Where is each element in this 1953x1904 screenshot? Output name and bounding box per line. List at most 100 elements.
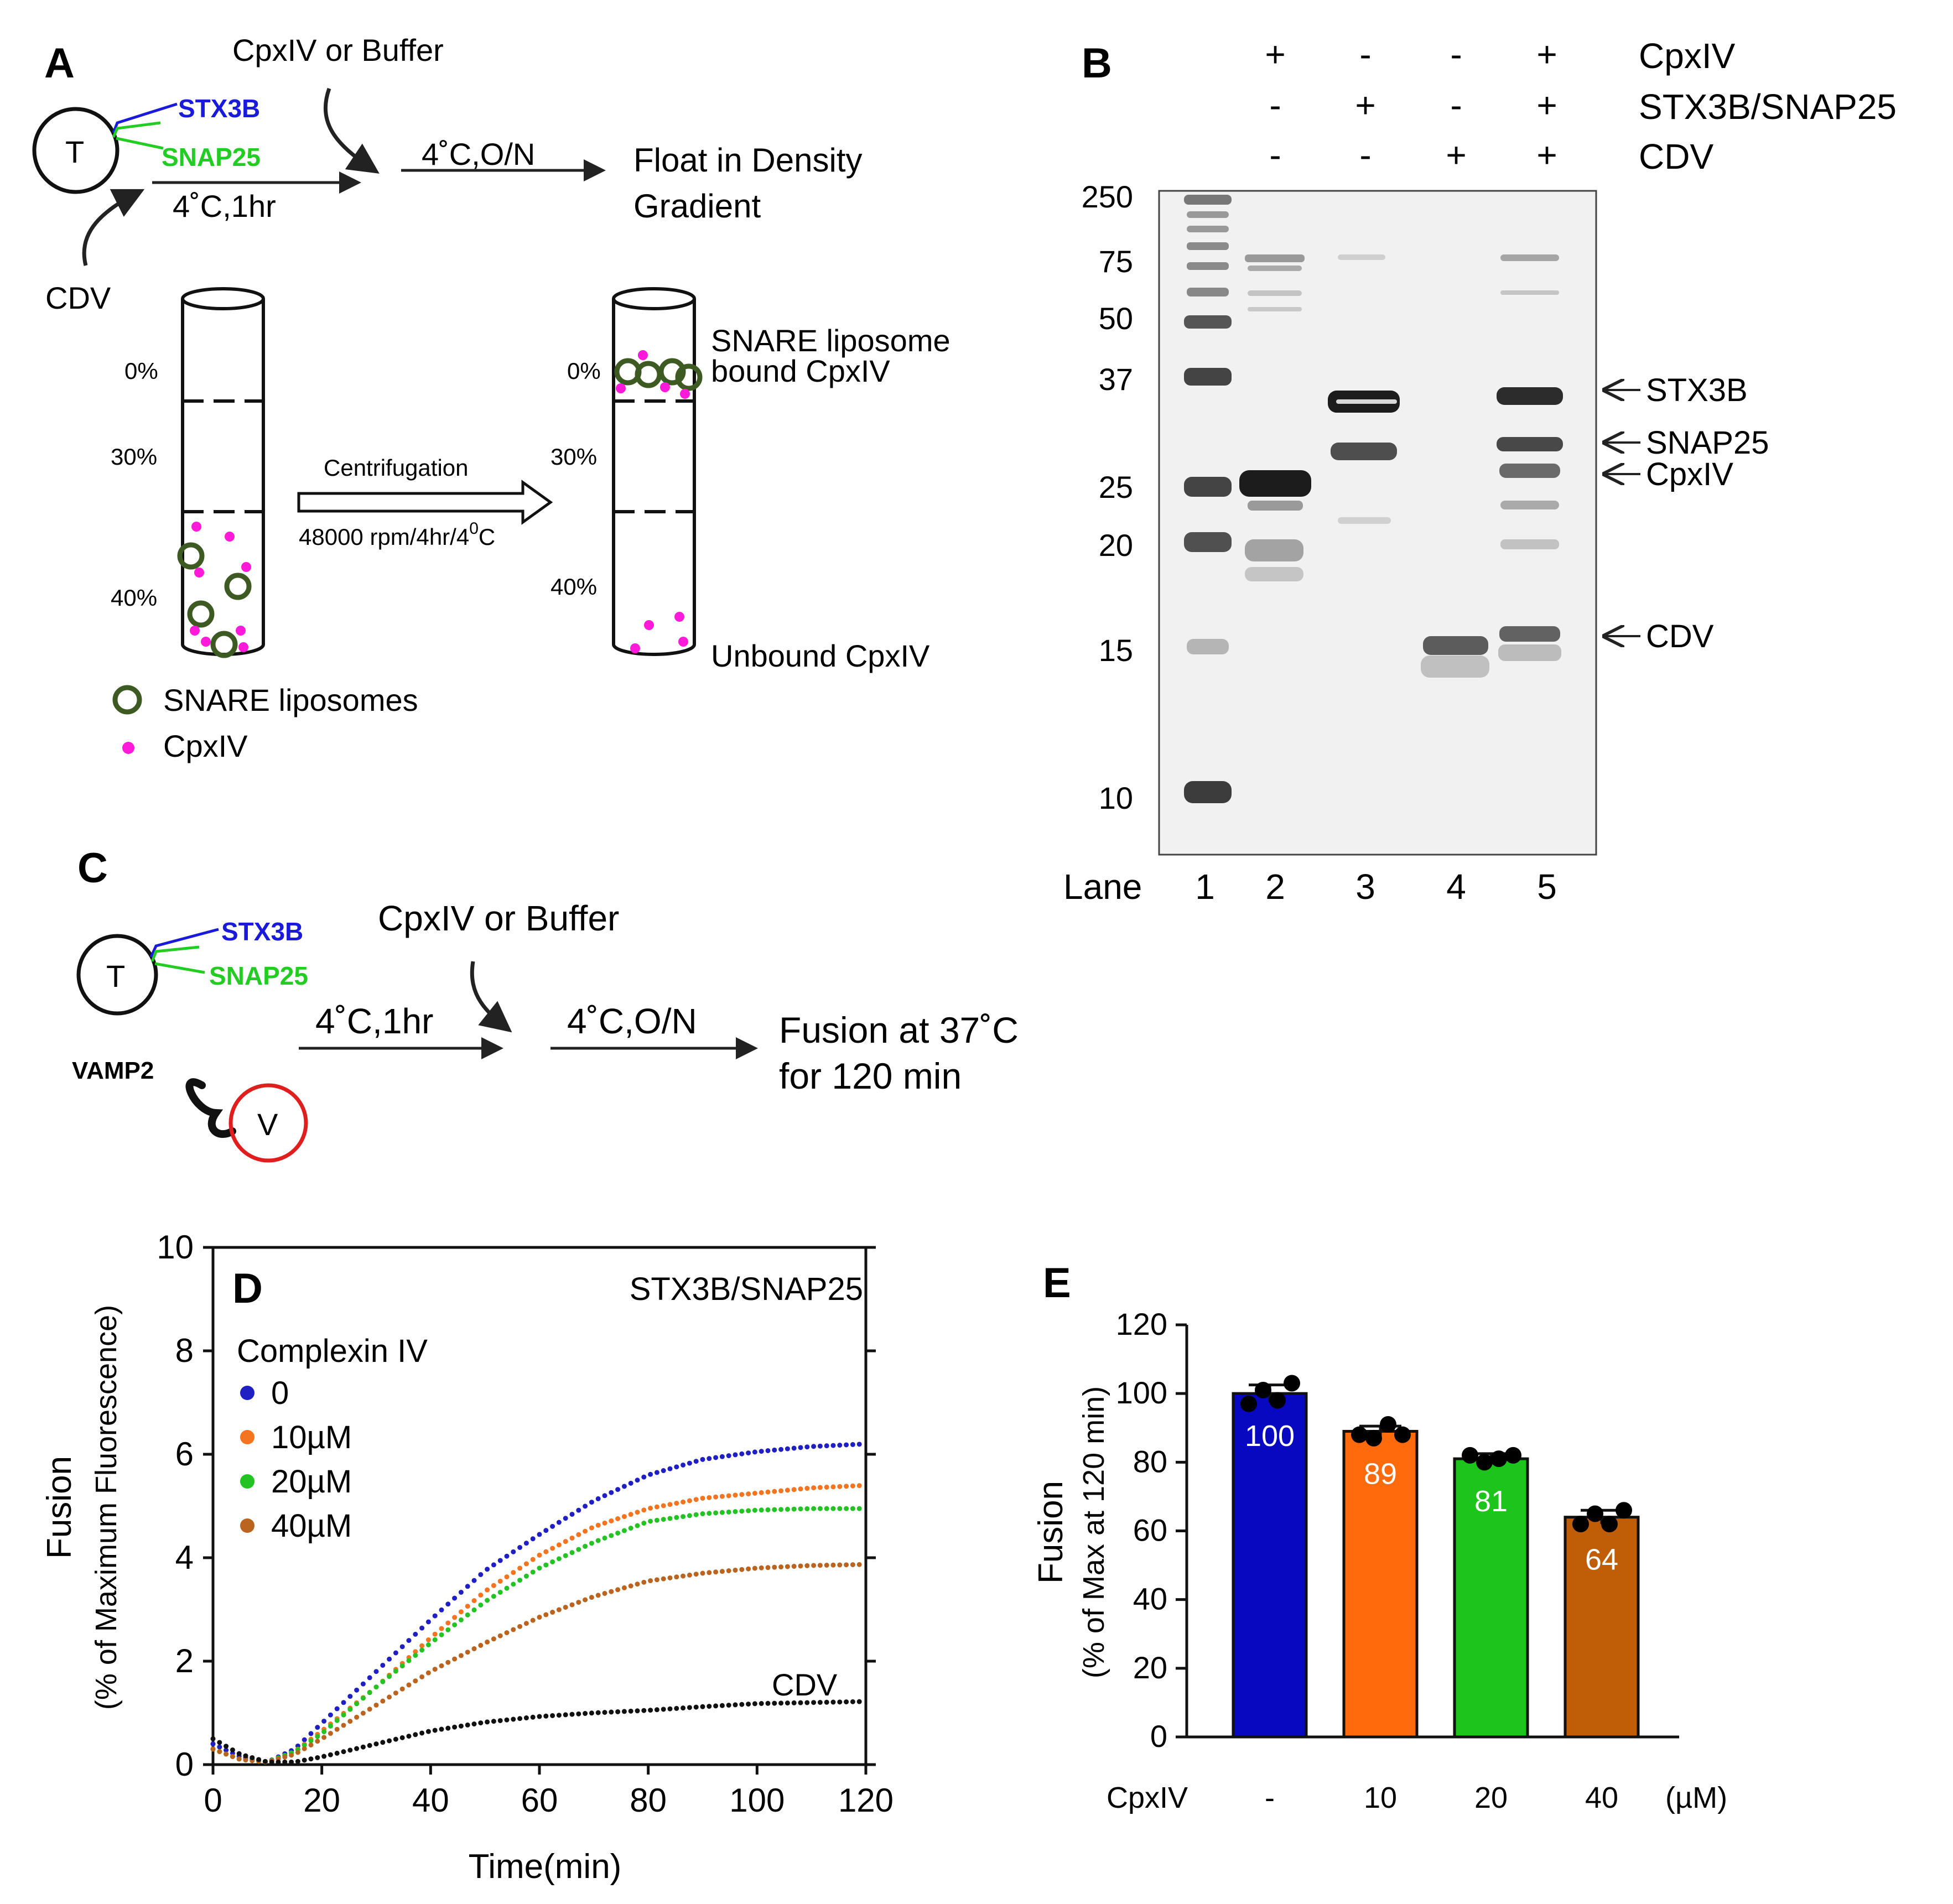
data-point — [817, 1485, 823, 1490]
data-point — [406, 1734, 412, 1739]
data-point — [687, 1572, 692, 1578]
data-point — [556, 1607, 562, 1612]
marker-75: 75 — [1099, 244, 1133, 279]
band-label-cpxiv: CpxIV — [1646, 456, 1733, 492]
data-point — [236, 1756, 242, 1762]
data-point — [563, 1605, 568, 1610]
data-point — [497, 1578, 503, 1584]
data-point — [445, 1660, 451, 1665]
data-point — [856, 1506, 862, 1511]
data-point — [648, 1471, 653, 1477]
data-point — [641, 1474, 647, 1480]
d-xtick-label-0: 0 — [204, 1782, 222, 1819]
snap25-label: SNAP25 — [162, 143, 261, 171]
data-point — [713, 1510, 719, 1516]
marker-50: 50 — [1099, 301, 1133, 336]
data-point — [772, 1700, 777, 1706]
data-point — [334, 1718, 340, 1723]
data-point — [341, 1749, 346, 1755]
data-point — [504, 1717, 510, 1723]
data-point — [399, 1735, 405, 1740]
data-point — [693, 1704, 699, 1710]
data-point — [471, 1607, 477, 1612]
data-point — [850, 1699, 855, 1704]
data-point — [347, 1694, 353, 1699]
vamp2-line — [185, 1078, 236, 1138]
d-plot-frame — [211, 1246, 868, 1766]
marker-15: 15 — [1099, 633, 1133, 668]
data-point — [830, 1506, 836, 1511]
right-tube-30-percent: 30% — [550, 444, 597, 470]
data-point — [380, 1740, 386, 1745]
data-point — [641, 1521, 647, 1526]
data-point — [726, 1703, 731, 1708]
data-point — [752, 1449, 757, 1455]
e-category-label-3: 40 — [1585, 1781, 1618, 1814]
data-point — [308, 1742, 314, 1747]
data-point — [517, 1624, 523, 1629]
data-point — [373, 1669, 379, 1674]
v-vesicle-icon — [228, 1083, 308, 1163]
data-point — [289, 1759, 294, 1765]
data-point — [856, 1442, 862, 1447]
step1-label: 4˚C,1hr — [173, 189, 276, 223]
data-point — [739, 1451, 745, 1456]
unbound-label: Unbound CpxIV — [711, 638, 930, 673]
data-point — [707, 1456, 712, 1461]
series-3 — [210, 1562, 862, 1765]
data-point — [615, 1516, 621, 1522]
sign-row1-lane5: + — [1536, 85, 1557, 125]
data-point — [707, 1570, 712, 1575]
panel-e: E 0 20 40 60 80 100 120 100 - 89 10 81 20 64 40 Fusio… — [1032, 1260, 1727, 1814]
lane-5-label: 5 — [1537, 867, 1557, 907]
data-point — [295, 1759, 300, 1764]
data-point — [432, 1728, 438, 1733]
panel-b-label: B — [1082, 40, 1112, 87]
cpxiv-add-arrow — [323, 87, 380, 174]
data-point — [713, 1494, 719, 1500]
data-point — [739, 1702, 745, 1707]
series-2 — [210, 1506, 862, 1765]
data-point — [739, 1508, 745, 1514]
data-point — [726, 1453, 731, 1459]
panel-a: A CpxIV or Buffer T STX3B SNAP25 CDV 4˚C… — [32, 33, 950, 763]
t-liposome-letter: T — [65, 134, 84, 169]
data-point — [667, 1706, 673, 1711]
data-point — [491, 1562, 496, 1568]
data-point — [621, 1709, 627, 1714]
v-vesicle-letter: V — [257, 1107, 278, 1142]
cdv-add-arrow — [82, 189, 145, 266]
data-point — [504, 1574, 510, 1580]
e-category-label-2: 20 — [1474, 1781, 1508, 1814]
data-point — [733, 1492, 738, 1498]
data-point — [523, 1621, 529, 1626]
c-step1-label: 4˚C,1hr — [315, 1001, 433, 1041]
data-point — [811, 1563, 817, 1568]
d-legend: 0 10µM 20µM 40µM — [240, 1375, 352, 1544]
bar-value-label-0: 100 — [1245, 1419, 1295, 1453]
data-point — [425, 1729, 431, 1734]
data-point — [844, 1442, 849, 1448]
data-point — [347, 1747, 353, 1753]
data-point — [811, 1506, 817, 1511]
data-point — [759, 1507, 764, 1513]
data-point — [693, 1572, 699, 1577]
d-xtick-label-2: 40 — [412, 1782, 449, 1819]
data-point — [739, 1567, 745, 1572]
data-point — [635, 1582, 640, 1587]
lane-1-label: 1 — [1195, 867, 1215, 907]
data-point — [556, 1556, 562, 1562]
data-point — [589, 1710, 594, 1716]
data-point — [583, 1504, 588, 1509]
data-point — [654, 1470, 659, 1475]
data-point — [224, 1747, 229, 1753]
data-point — [661, 1576, 666, 1582]
data-point — [471, 1578, 477, 1583]
d-xtick-label-5: 100 — [729, 1782, 785, 1819]
replicate-point — [1572, 1516, 1589, 1533]
replicate-point — [1380, 1416, 1396, 1433]
data-point — [399, 1686, 405, 1692]
e-ytick-label-0: 0 — [1150, 1719, 1167, 1754]
data-point — [811, 1700, 817, 1705]
data-point — [615, 1587, 621, 1593]
